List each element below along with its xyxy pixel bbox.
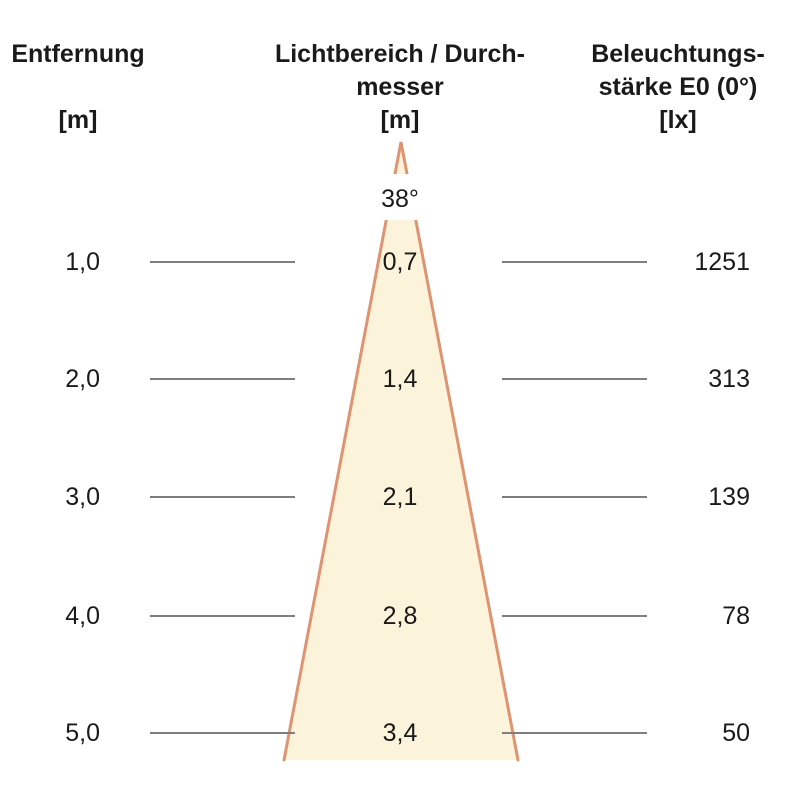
- distance-value: 2,0: [65, 365, 100, 393]
- connector-line-right: [502, 732, 647, 734]
- connector-line-right: [502, 261, 647, 263]
- light-cone-edges: [282, 141, 520, 762]
- diameter-value: 1,4: [382, 365, 418, 393]
- illuminance-value: 313: [708, 365, 750, 393]
- column-header-illuminance-unit: [lx]: [659, 106, 697, 134]
- connector-line-left: [150, 496, 295, 498]
- column-header-diameter-title-line2: messer: [356, 73, 444, 101]
- column-header-diameter: Lichtbereich / Durch- messer [m]: [250, 38, 550, 137]
- diameter-value: 3,4: [382, 719, 418, 747]
- column-header-illuminance: Beleuchtungs- stärke E0 (0°) [lx]: [570, 38, 786, 137]
- illuminance-value: 139: [708, 483, 750, 511]
- connector-line-right: [502, 378, 647, 380]
- illuminance-value: 1251: [694, 248, 750, 276]
- diameter-value: 0,7: [382, 248, 418, 276]
- distance-value: 3,0: [65, 483, 100, 511]
- column-header-distance: Entfernung [m]: [0, 38, 156, 137]
- distance-value: 4,0: [65, 602, 100, 630]
- beam-angle-label: 38°: [381, 185, 419, 213]
- diameter-value: 2,1: [382, 483, 418, 511]
- light-cone-fill: [284, 142, 518, 760]
- distance-value: 5,0: [65, 719, 100, 747]
- column-header-distance-unit: [m]: [58, 106, 98, 134]
- column-header-illuminance-title-line2: stärke E0 (0°): [598, 73, 758, 101]
- illuminance-value: 78: [722, 602, 750, 630]
- connector-line-left: [150, 378, 295, 380]
- connector-line-left: [150, 261, 295, 263]
- connector-line-right: [502, 496, 647, 498]
- connector-line-right: [502, 615, 647, 617]
- column-header-distance-title: Entfernung: [11, 40, 145, 68]
- beam-angle-label-mask: [368, 174, 434, 220]
- column-header-diameter-title-line1: Lichtbereich / Durch-: [274, 40, 526, 68]
- connector-line-left: [150, 615, 295, 617]
- column-header-illuminance-title-line1: Beleuchtungs-: [591, 40, 765, 68]
- connector-line-left: [150, 732, 295, 734]
- diameter-value: 2,8: [382, 602, 418, 630]
- distance-value: 1,0: [65, 248, 100, 276]
- column-header-diameter-unit: [m]: [380, 106, 420, 134]
- illuminance-value: 50: [722, 719, 750, 747]
